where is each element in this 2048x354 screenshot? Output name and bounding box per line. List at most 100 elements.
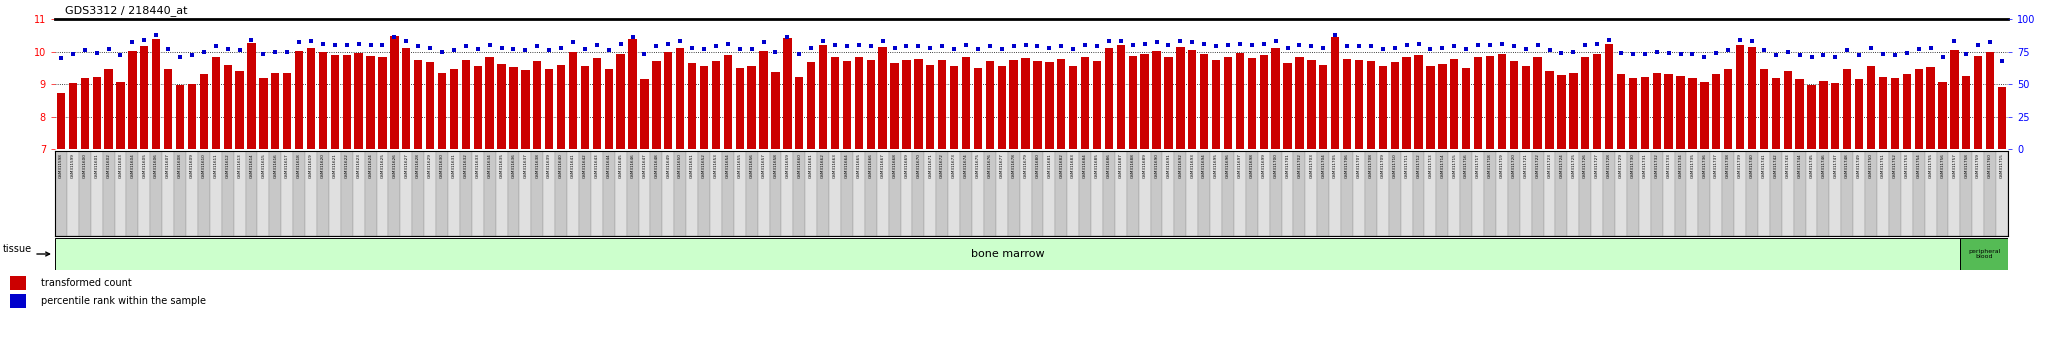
Text: GSM311749: GSM311749 <box>1858 154 1862 178</box>
Point <box>1831 47 1864 53</box>
Point <box>913 45 946 50</box>
Text: GSM311734: GSM311734 <box>1679 154 1683 178</box>
Bar <box>1567 151 1579 236</box>
Bar <box>199 151 209 236</box>
Text: GSM311657: GSM311657 <box>762 154 766 178</box>
Point <box>438 47 471 53</box>
Text: GSM311619: GSM311619 <box>309 154 313 178</box>
Point <box>139 32 172 38</box>
Bar <box>758 151 770 236</box>
Bar <box>1784 71 1792 354</box>
Bar <box>985 61 993 354</box>
Bar <box>1626 151 1638 236</box>
Bar <box>1759 69 1767 354</box>
Bar <box>1556 151 1567 236</box>
Point <box>1700 50 1733 56</box>
Point <box>926 44 958 49</box>
Bar <box>174 151 186 236</box>
Bar <box>1366 61 1374 354</box>
Bar <box>1104 151 1114 236</box>
Bar <box>614 151 627 236</box>
Text: GSM311650: GSM311650 <box>678 154 682 178</box>
Text: GSM311760: GSM311760 <box>1989 154 1993 178</box>
Point <box>426 48 459 54</box>
Point <box>1866 51 1898 57</box>
Bar <box>1675 151 1686 236</box>
Bar <box>1485 56 1495 354</box>
Text: GSM311756: GSM311756 <box>1942 154 1944 178</box>
Text: GSM311692: GSM311692 <box>1178 154 1182 178</box>
Bar <box>1020 151 1032 236</box>
Point <box>1974 40 2007 45</box>
Bar <box>70 83 78 354</box>
Text: GSM311665: GSM311665 <box>856 154 860 178</box>
Bar <box>496 151 508 236</box>
Bar <box>983 151 995 236</box>
Point <box>342 41 375 46</box>
Text: GSM311715: GSM311715 <box>1452 154 1456 178</box>
Bar <box>78 151 90 236</box>
Bar <box>1305 151 1317 236</box>
Point <box>1069 42 1102 48</box>
Text: GSM311643: GSM311643 <box>594 154 598 178</box>
Text: GSM311631: GSM311631 <box>453 154 457 178</box>
Bar <box>698 151 711 236</box>
Bar <box>1307 60 1315 354</box>
Bar <box>424 151 436 236</box>
Text: GSM311669: GSM311669 <box>905 154 909 178</box>
Point <box>152 46 184 52</box>
Point <box>973 44 1006 49</box>
Bar <box>1139 151 1151 236</box>
Bar <box>995 151 1008 236</box>
Point <box>961 46 993 52</box>
Point <box>283 40 315 45</box>
Bar <box>223 65 231 354</box>
Point <box>176 52 209 58</box>
Point <box>688 46 721 52</box>
Text: GSM311628: GSM311628 <box>416 154 420 178</box>
Text: GSM311614: GSM311614 <box>250 154 254 178</box>
Bar <box>391 36 399 354</box>
Bar <box>891 63 899 354</box>
Point <box>1987 58 2019 63</box>
Bar <box>1663 151 1675 236</box>
Text: GSM311697: GSM311697 <box>1237 154 1241 178</box>
Text: GSM311731: GSM311731 <box>1642 154 1647 178</box>
Bar <box>1460 151 1473 236</box>
Point <box>866 38 899 44</box>
Bar <box>1829 151 1841 236</box>
Bar <box>258 151 270 236</box>
Bar <box>1450 59 1458 354</box>
Text: GSM311620: GSM311620 <box>322 154 326 178</box>
Bar <box>819 45 827 354</box>
Text: GSM311694: GSM311694 <box>1202 154 1206 178</box>
Bar <box>164 69 172 354</box>
Point <box>1438 44 1470 49</box>
Point <box>1843 52 1876 58</box>
Bar <box>1546 71 1554 354</box>
Bar <box>1532 151 1544 236</box>
Bar <box>1116 45 1124 354</box>
Bar <box>365 151 377 236</box>
Point <box>211 46 244 52</box>
Point <box>199 44 231 49</box>
Point <box>1950 51 1982 57</box>
Text: GSM311700: GSM311700 <box>1274 154 1278 178</box>
Point <box>45 55 78 61</box>
Bar <box>1878 151 1888 236</box>
Text: GSM311644: GSM311644 <box>606 154 610 178</box>
Point <box>1485 41 1518 46</box>
Bar <box>745 151 758 236</box>
Bar <box>1616 151 1626 236</box>
Text: GSM311674: GSM311674 <box>965 154 969 178</box>
Point <box>1032 45 1065 50</box>
Text: GSM311670: GSM311670 <box>915 154 920 178</box>
Text: GSM311602: GSM311602 <box>106 154 111 178</box>
Bar <box>379 57 387 354</box>
Bar <box>90 151 102 236</box>
Bar <box>723 55 731 354</box>
Bar <box>399 151 412 236</box>
Bar <box>1722 151 1735 236</box>
Bar <box>129 51 137 354</box>
Bar <box>1094 61 1102 354</box>
